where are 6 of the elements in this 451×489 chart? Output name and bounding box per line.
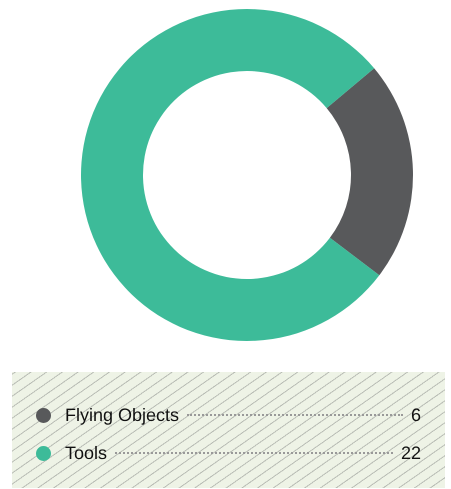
data-label: 22 (400, 442, 421, 464)
data-label: 6 (410, 404, 421, 426)
donut-slice (81, 9, 380, 341)
donut-slice (326, 68, 413, 276)
legend-label: Flying Objects (65, 404, 180, 426)
legend-label: Tools (65, 442, 108, 464)
